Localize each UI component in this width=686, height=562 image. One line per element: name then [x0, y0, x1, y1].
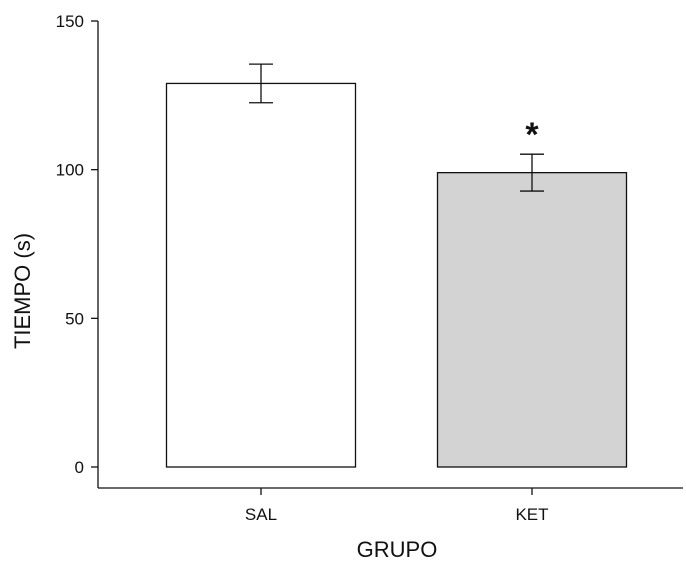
bar-sal	[165, 82, 357, 468]
y-tick-label-50: 50	[65, 309, 84, 328]
x-axis-title: GRUPO	[357, 537, 438, 562]
bar-ket	[436, 171, 628, 468]
y-tick-label-0: 0	[75, 458, 84, 477]
y-tick-label-100: 100	[56, 161, 84, 180]
x-tick-label-sal: SAL	[245, 505, 277, 524]
x-tick-label-ket: KET	[515, 505, 548, 524]
significance-marker-ket: *	[525, 116, 539, 154]
y-tick-label-150: 150	[56, 12, 84, 31]
y-axis-title: TIEMPO (s)	[10, 233, 35, 349]
plot-area: 0 50 100 150 SAL KET *	[56, 12, 683, 524]
